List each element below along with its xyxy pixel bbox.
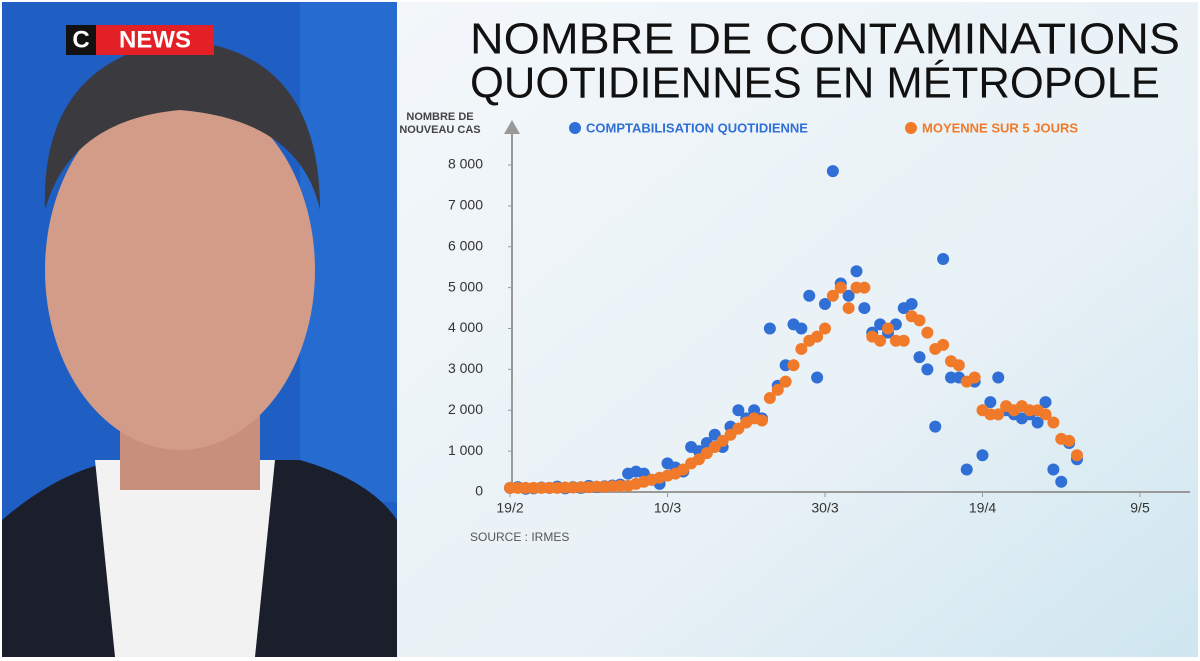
data-point bbox=[811, 330, 824, 343]
data-point bbox=[897, 334, 910, 347]
x-tick-label: 19/4 bbox=[969, 500, 996, 516]
legend-marker bbox=[569, 122, 581, 134]
y-tick-label: 0 bbox=[475, 483, 483, 499]
legend-label: MOYENNE SUR 5 JOURS bbox=[922, 120, 1078, 135]
y-tick-label: 1 000 bbox=[448, 442, 483, 458]
data-point bbox=[779, 375, 792, 388]
data-point bbox=[1047, 416, 1060, 429]
data-point bbox=[1047, 463, 1060, 476]
data-point bbox=[819, 297, 831, 310]
data-point bbox=[992, 408, 1005, 421]
data-point bbox=[795, 322, 808, 335]
data-point bbox=[929, 420, 942, 433]
data-point bbox=[952, 359, 965, 372]
data-point bbox=[960, 463, 973, 476]
legend-marker bbox=[905, 122, 917, 134]
shirt bbox=[95, 460, 275, 657]
data-point bbox=[1039, 396, 1052, 409]
data-point bbox=[882, 322, 894, 335]
data-point bbox=[834, 281, 847, 294]
y-tick-label: 4 000 bbox=[448, 319, 483, 335]
source: SOURCE : IRMES bbox=[470, 530, 569, 544]
data-point bbox=[763, 391, 776, 404]
logo-c-box bbox=[66, 25, 96, 55]
x-tick-label: 19/2 bbox=[496, 500, 523, 516]
data-point bbox=[921, 363, 934, 376]
y-tick-label: 5 000 bbox=[448, 278, 483, 294]
data-point bbox=[787, 359, 800, 372]
data-point bbox=[771, 383, 784, 396]
data-point bbox=[732, 404, 745, 417]
logo-news-box bbox=[96, 25, 214, 55]
data-point bbox=[992, 371, 1005, 384]
x-tick-label: 30/3 bbox=[811, 500, 838, 516]
data-point bbox=[976, 449, 989, 462]
x-tick-label: 10/3 bbox=[654, 500, 681, 516]
data-point bbox=[763, 322, 776, 335]
data-point bbox=[858, 281, 871, 294]
data-point bbox=[905, 297, 918, 310]
y-tick-label: 8 000 bbox=[448, 156, 483, 172]
face bbox=[45, 90, 315, 450]
y-tick-label: 7 000 bbox=[448, 197, 483, 213]
data-point bbox=[858, 302, 871, 315]
data-point bbox=[937, 338, 950, 351]
data-point bbox=[826, 289, 839, 302]
x-tick-label: 9/5 bbox=[1130, 500, 1150, 516]
y-axis-label: NOUVEAU CAS bbox=[399, 124, 480, 136]
data-point bbox=[1031, 416, 1044, 429]
y-axis-label: NOMBRE DE bbox=[406, 111, 473, 123]
data-point bbox=[850, 265, 863, 278]
data-point bbox=[756, 414, 768, 427]
data-point bbox=[1071, 449, 1083, 462]
data-point bbox=[819, 322, 831, 335]
data-point bbox=[913, 314, 926, 327]
logo-c: C bbox=[72, 26, 89, 53]
data-point bbox=[1055, 475, 1068, 488]
data-point bbox=[803, 289, 816, 302]
legend-label: COMPTABILISATION QUOTIDIENNE bbox=[586, 120, 808, 135]
wall-art bbox=[300, 2, 397, 502]
data-point bbox=[795, 342, 808, 355]
data-point bbox=[921, 326, 934, 339]
data-point bbox=[842, 289, 855, 302]
data-point bbox=[984, 396, 997, 409]
y-axis-arrow bbox=[504, 120, 520, 134]
data-point bbox=[874, 334, 887, 347]
hair bbox=[44, 40, 321, 210]
data-point bbox=[937, 253, 950, 266]
data-point bbox=[811, 371, 824, 384]
logo-news: NEWS bbox=[119, 26, 191, 53]
data-point bbox=[1039, 408, 1052, 421]
data-point bbox=[1063, 434, 1076, 447]
data-point bbox=[842, 302, 855, 315]
data-point bbox=[913, 351, 926, 364]
data-point bbox=[968, 371, 981, 384]
chart-title: NOMBRE DE CONTAMINATIONS bbox=[470, 15, 1180, 64]
y-tick-label: 6 000 bbox=[448, 237, 483, 253]
y-tick-label: 3 000 bbox=[448, 360, 483, 376]
chart-title: QUOTIDIENNES EN MÉTROPOLE bbox=[470, 59, 1160, 108]
data-point bbox=[826, 165, 839, 178]
y-tick-label: 2 000 bbox=[448, 401, 483, 417]
